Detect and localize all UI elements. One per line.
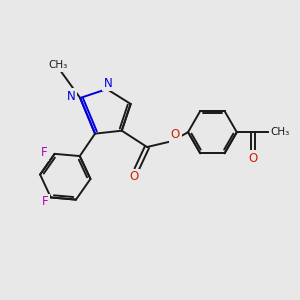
- Text: F: F: [42, 195, 49, 208]
- Text: CH₃: CH₃: [48, 60, 68, 70]
- Text: O: O: [171, 128, 180, 141]
- Text: N: N: [67, 90, 76, 103]
- Text: F: F: [40, 146, 47, 159]
- Text: O: O: [129, 170, 138, 183]
- Text: CH₃: CH₃: [270, 127, 290, 136]
- Text: N: N: [104, 76, 113, 90]
- Text: O: O: [248, 152, 258, 164]
